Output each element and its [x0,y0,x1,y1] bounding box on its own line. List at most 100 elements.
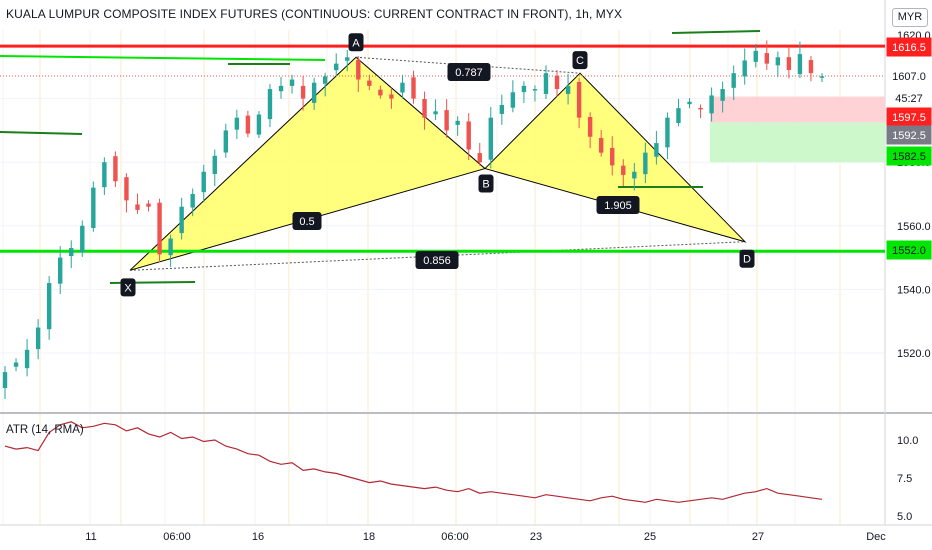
candle-body [775,57,781,66]
candle-body [411,77,416,99]
candle-body [223,130,229,153]
candle-body [345,57,350,61]
candle-body [433,111,438,115]
candle-body [168,238,173,256]
candle-body [565,85,571,94]
price-badge-text: 45:27 [895,93,923,105]
candle-body [2,372,8,388]
trendline [0,55,326,61]
candle-body [46,283,52,330]
price-badge-text: 1552.0 [892,245,926,257]
candle-body [654,143,659,157]
candle-body [157,202,162,255]
candlestick-series [2,40,825,399]
ratio-ab-label-text: 0.5 [299,216,314,228]
candle-body [58,257,63,284]
candle-body [532,89,538,91]
ratio-xd-label: 0.856 [415,251,459,269]
candle-body [643,152,648,175]
candle-body [709,95,714,114]
ratio-xd-label-text: 0.856 [423,255,451,267]
candle-body [786,57,792,70]
ratio-bc-label-text: 0.787 [455,67,483,79]
candle-body [378,89,383,96]
candle-body [201,171,206,193]
candle-body [819,76,825,78]
candle-body [113,156,118,182]
candle-body [466,121,471,150]
candle-body [554,75,560,90]
price-badge-text: 1582.5 [892,151,926,163]
candle-body [289,79,295,86]
atr-title: ATR (14, RMA) [6,424,84,436]
candle-body [24,349,30,369]
candle-body [80,225,85,253]
candle-body [334,63,339,71]
time-tick-label: 18 [363,531,375,543]
candle-body [521,85,527,93]
time-tick-label: 06:00 [441,531,469,543]
price-axis[interactable]: 1620.01600.01580.01560.01540.01520.01616… [886,30,932,523]
candle-body [91,187,96,228]
candle-body [322,76,328,84]
candle-body [69,248,74,256]
ratio-ab-label-box [292,212,322,230]
candle-body [367,80,372,86]
candle-body [256,114,262,135]
candle-body [245,115,251,134]
pattern-xd-line [129,241,746,271]
ratio-bc-label-box [447,63,491,81]
atr-pane [4,421,823,503]
ratio-cd-label: 1.905 [596,196,640,214]
pattern-labels: X A B C D 0.787 0.5 1.905 0.856 [120,33,755,297]
candle-body [576,81,582,118]
candle-body [400,82,405,93]
candle-body [764,53,769,64]
point-d-label-text: D [743,254,751,266]
point-a-label-box [348,33,364,52]
candle-body [102,162,107,188]
point-c-label-text: C [576,55,584,67]
candle-body [621,165,626,175]
price-tick-label: 1560.0 [897,221,931,233]
candle-body [356,59,361,80]
point-a-label: A [348,33,364,52]
price-badge-bg [886,240,932,260]
candle-body [234,117,240,130]
candle-body [444,110,449,131]
point-b-label: B [478,174,494,193]
price-badge-text: 1592.5 [892,130,926,142]
candle-body [422,98,427,118]
ratio-cd-label-box [596,196,640,214]
candle-body [720,89,725,101]
candle-body [477,153,482,163]
stop-zone [710,96,885,123]
currency-badge[interactable]: MYR [892,8,928,27]
price-badge-bg [886,125,932,145]
time-tick-label: 25 [644,531,656,543]
candle-body [665,117,670,148]
candle-body [212,155,217,174]
atr-tick-label: 5.0 [897,511,912,523]
price-badge-bg [886,37,932,57]
point-c-label-box [572,51,588,70]
candle-body [510,92,516,108]
point-b-label-text: B [482,179,489,191]
price-badge: 1616.5 [886,37,932,57]
target-zone [710,122,885,163]
price-badge: 1592.5 [886,125,932,145]
ratio-xd-label-box [415,251,459,269]
trendline [671,30,761,34]
time-tick-label: 06:00 [163,531,191,543]
atr-tick-label: 7.5 [897,473,912,485]
candle-body [598,137,604,153]
time-axis[interactable]: 11 06:00 16 18 06:00 23 25 27 Dec [85,531,886,543]
candle-body [543,73,549,94]
position-box [710,96,885,163]
point-x-label-box [120,278,136,297]
point-d-label-box [739,249,755,268]
time-tick-label: 27 [752,531,764,543]
price-badge-bg [886,146,932,166]
time-tick-label: Dec [866,531,886,543]
